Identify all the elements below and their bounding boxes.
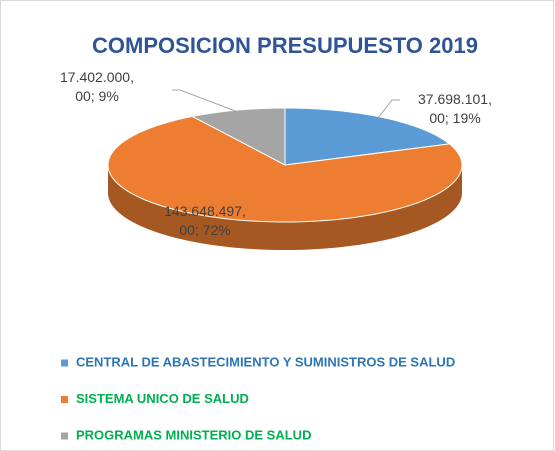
pie-slice bbox=[107, 115, 463, 223]
legend: CENTRAL DE ABASTECIMIENTO Y SUMINISTROS … bbox=[61, 354, 455, 442]
legend-label: SISTEMA UNICO DE SALUD bbox=[76, 391, 249, 406]
legend-swatch bbox=[61, 396, 68, 403]
pie bbox=[107, 107, 463, 250]
legend-swatch bbox=[61, 432, 68, 440]
leader-line bbox=[377, 99, 400, 119]
leader-line bbox=[172, 89, 239, 113]
pie-slice bbox=[190, 107, 286, 166]
chart-title: COMPOSICION PRESUPUESTO 2019 bbox=[92, 33, 478, 58]
pie-side bbox=[108, 165, 462, 250]
legend-label: CENTRAL DE ABASTECIMIENTO Y SUMINISTROS … bbox=[76, 354, 455, 369]
data-label: 143.648.497, 00; 72% bbox=[164, 203, 246, 238]
legend-label: PROGRAMAS MINISTERIO DE SALUD bbox=[76, 427, 311, 442]
labels: 37.698.101, 00; 19% 143.648.497, 00; 72% 17.… bbox=[60, 69, 492, 238]
data-label: 37.698.101, 00; 19% bbox=[418, 91, 492, 126]
data-label: 17.402.000, 00; 9% bbox=[60, 69, 134, 104]
pie-slice bbox=[284, 107, 451, 166]
legend-swatch bbox=[61, 359, 68, 367]
